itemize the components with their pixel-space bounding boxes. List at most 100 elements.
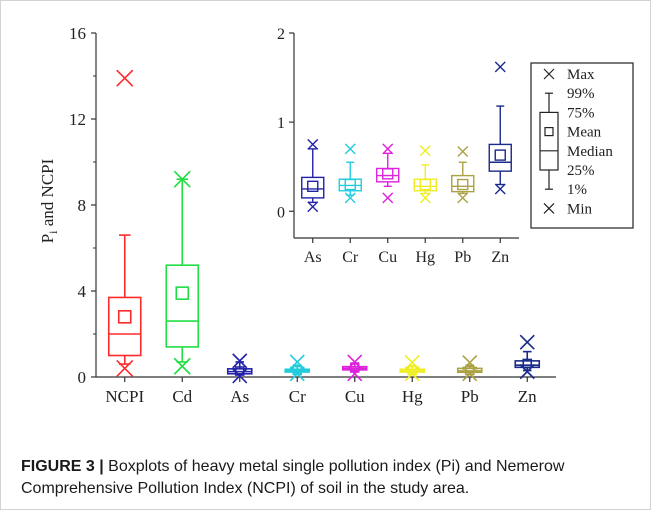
- box-ncpi: [107, 69, 142, 377]
- inset-axes: 0 1 2 As Cr Cu Hg Pb Zn: [277, 26, 519, 266]
- max-marker: [232, 353, 248, 369]
- y-axis-label: Pi and NCPI: [38, 158, 60, 243]
- x-tick-label: NCPI: [105, 387, 144, 406]
- y-tick-label: 8: [78, 196, 87, 215]
- max-marker: [307, 138, 319, 150]
- box-cd: [165, 170, 200, 375]
- y-tick-label: 0: [78, 368, 87, 387]
- mean-marker: [457, 178, 469, 191]
- mean-marker: [494, 149, 506, 161]
- max-marker: [289, 354, 305, 370]
- min-marker: [457, 192, 469, 204]
- max-marker: [494, 61, 506, 73]
- iqr-box: [488, 143, 512, 172]
- legend-label: Min: [567, 201, 593, 217]
- iqr-box: [451, 174, 475, 193]
- inset-x-tick-label: Pb: [454, 249, 471, 266]
- box-pb: [456, 355, 483, 382]
- box-hg: [399, 354, 426, 382]
- mean-marker: [522, 358, 533, 369]
- mean-marker: [117, 309, 132, 324]
- min-marker: [382, 192, 394, 204]
- box-cr: [338, 143, 362, 204]
- iqr-box: [165, 264, 200, 348]
- iqr-box: [107, 296, 142, 357]
- min-marker: [519, 364, 535, 380]
- max-marker: [382, 143, 394, 155]
- figure-caption: FIGURE 3 | Boxplots of heavy metal singl…: [21, 456, 641, 500]
- box-cu: [376, 143, 400, 204]
- mean-marker: [349, 363, 360, 373]
- inset-x-tick-label: Hg: [415, 249, 435, 266]
- x-tick-label: Zn: [518, 387, 537, 406]
- max-marker: [519, 334, 535, 350]
- box-pb: [451, 146, 475, 204]
- legend-label: 25%: [567, 163, 595, 179]
- legend-frame: [530, 62, 634, 229]
- mean-marker: [307, 180, 319, 193]
- max-marker: [344, 143, 356, 155]
- inset-y-tick-label: 2: [277, 26, 285, 43]
- max-marker: [462, 355, 478, 371]
- box-cr: [284, 354, 311, 382]
- box-as: [301, 138, 325, 213]
- min-marker: [404, 366, 420, 382]
- legend-mean-symbol: [544, 126, 554, 137]
- min-marker: [419, 192, 431, 204]
- y-tick-label: 16: [69, 24, 86, 43]
- legend-label: Median: [567, 144, 613, 160]
- caption-label: FIGURE 3 |: [21, 458, 104, 475]
- legend-label: 1%: [567, 182, 587, 198]
- legend-label: 99%: [567, 86, 595, 102]
- mean-marker: [382, 168, 394, 180]
- box-hg: [413, 145, 437, 204]
- y-tick-label: 4: [78, 282, 87, 301]
- max-marker: [419, 145, 431, 157]
- min-marker: [347, 366, 363, 382]
- legend-min-symbol: [543, 202, 555, 214]
- mean-marker: [419, 178, 431, 191]
- x-tick-label: Cr: [289, 387, 306, 406]
- min-marker: [307, 201, 319, 213]
- min-marker: [173, 357, 191, 375]
- iqr-box: [301, 176, 325, 199]
- mean-marker: [344, 178, 356, 191]
- min-marker: [494, 183, 506, 195]
- min-marker: [462, 366, 478, 382]
- box-as: [226, 353, 253, 384]
- caption-text: Boxplots of heavy metal single pollution…: [21, 458, 565, 497]
- min-marker: [289, 366, 305, 382]
- legend-label: 75%: [567, 105, 595, 121]
- min-marker: [344, 192, 356, 204]
- main-boxes: [107, 69, 541, 384]
- legend: Max 99% 75% Mean Median 25% 1% Min: [530, 62, 634, 229]
- box-zn: [514, 334, 541, 380]
- x-tick-label: Cu: [345, 387, 365, 406]
- inset-y-tick-label: 0: [277, 204, 285, 221]
- inset-boxes: [301, 61, 512, 213]
- min-marker: [232, 368, 248, 384]
- y-tick-label: 12: [69, 110, 86, 129]
- iqr-box: [514, 360, 541, 369]
- inset-x-tick-label: Cu: [378, 249, 397, 266]
- max-marker: [173, 170, 191, 188]
- box-zn: [488, 61, 512, 195]
- inset-x-tick-label: Zn: [491, 249, 509, 266]
- max-marker: [116, 69, 134, 87]
- max-marker: [347, 354, 363, 370]
- legend-label: Mean: [567, 125, 602, 141]
- x-tick-label: Cd: [172, 387, 192, 406]
- inset-y-tick-label: 1: [277, 115, 285, 132]
- legend-max-symbol: [543, 68, 555, 80]
- x-tick-label: Hg: [402, 387, 423, 406]
- legend-label: Max: [567, 67, 595, 83]
- inset-x-tick-label: Cr: [342, 249, 359, 266]
- x-tick-label: Pb: [461, 387, 479, 406]
- box-cu: [341, 354, 368, 382]
- mean-marker: [175, 286, 190, 300]
- min-marker: [116, 359, 134, 377]
- inset-x-tick-label: As: [304, 249, 322, 266]
